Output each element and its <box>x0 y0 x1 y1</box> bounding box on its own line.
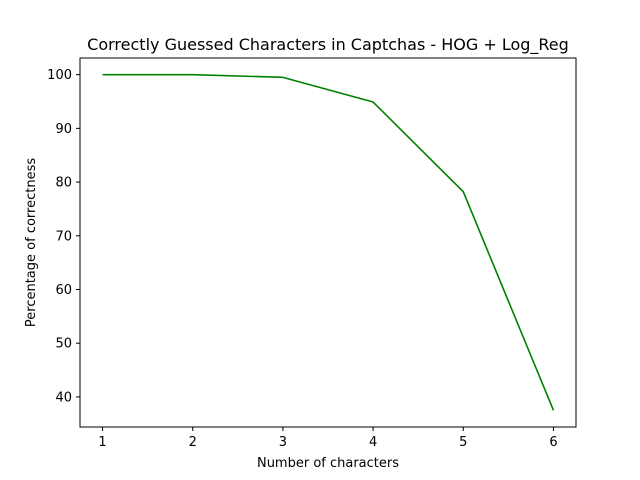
x-tick-label: 2 <box>189 435 197 450</box>
plot-area-frame <box>79 57 577 428</box>
x-tick-label: 4 <box>369 435 377 450</box>
y-tick-label: 70 <box>55 229 72 244</box>
x-tick-label: 3 <box>279 435 287 450</box>
y-tick-label: 50 <box>55 337 72 352</box>
y-axis-label: Percentage of correctness <box>24 158 39 327</box>
x-axis-label: Number of characters <box>257 456 399 471</box>
series-line <box>102 73 555 411</box>
x-tick-label: 6 <box>549 435 557 450</box>
x-axis: 1 2 3 4 5 6 <box>98 427 558 450</box>
y-tick-label: 100 <box>47 68 72 83</box>
chart-title: Correctly Guessed Characters in Captchas… <box>87 35 569 55</box>
x-tick-label: 5 <box>459 435 467 450</box>
y-tick-label: 60 <box>55 283 72 298</box>
x-tick-label: 1 <box>98 435 106 450</box>
series-group <box>102 73 555 411</box>
y-tick-label: 40 <box>55 390 72 405</box>
y-tick-label: 90 <box>55 122 72 137</box>
y-tick-label: 80 <box>55 176 72 191</box>
y-axis: 40 50 60 70 80 90 100 <box>47 68 80 405</box>
